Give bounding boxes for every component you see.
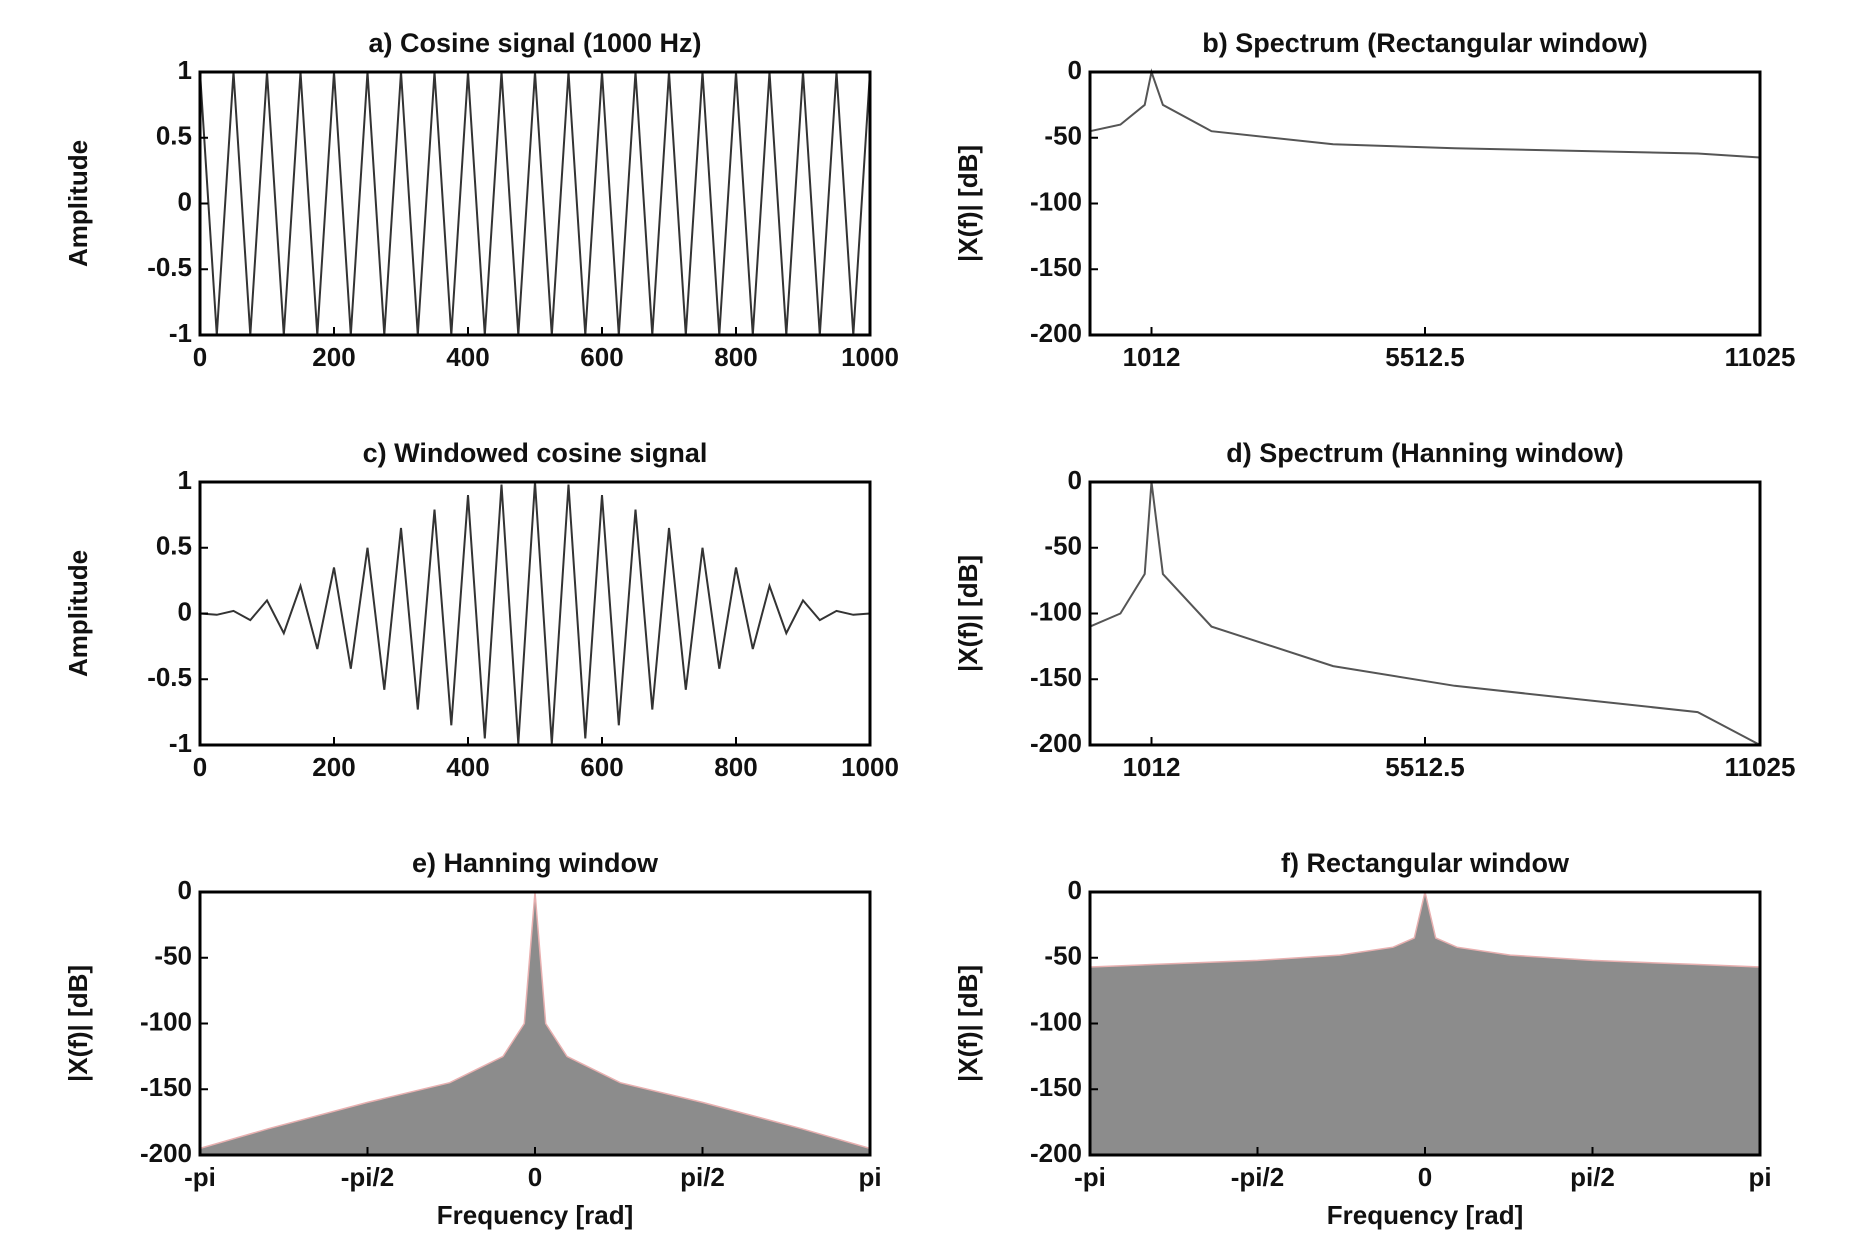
x-tick-label: 400 xyxy=(446,752,489,782)
x-tick-label: pi/2 xyxy=(680,1162,725,1192)
spectrum-area xyxy=(200,892,870,1155)
y-tick-label: 0 xyxy=(178,596,192,626)
x-tick-label: -pi xyxy=(184,1162,216,1192)
x-tick-label: pi/2 xyxy=(1570,1162,1615,1192)
y-tick-label: -50 xyxy=(154,941,192,971)
y-tick-label: -100 xyxy=(1030,596,1082,626)
panel-title: c) Windowed cosine signal xyxy=(363,438,708,468)
figure: a) Cosine signal (1000 Hz) Amplitude -1 -0.… xyxy=(0,0,1854,1235)
x-axis-label: Frequency [rad] xyxy=(1327,1200,1524,1230)
y-tick-label: -1 xyxy=(169,728,192,758)
x-tick-label: 600 xyxy=(580,752,623,782)
y-tick-label: -200 xyxy=(1030,728,1082,758)
y-axis-label: |X(f)| [dB] xyxy=(953,965,983,1082)
y-tick-label: -100 xyxy=(140,1006,192,1036)
x-tick-label: -pi/2 xyxy=(341,1162,394,1192)
y-tick-label: -1 xyxy=(169,318,192,348)
y-tick-label: -200 xyxy=(1030,318,1082,348)
plot-frame xyxy=(1090,482,1760,745)
x-tick-label: 0 xyxy=(1418,1162,1432,1192)
x-tick-label: 200 xyxy=(312,752,355,782)
x-tick-label: 800 xyxy=(714,752,757,782)
panel-title: a) Cosine signal (1000 Hz) xyxy=(368,28,701,58)
x-tick-label: 400 xyxy=(446,342,489,372)
y-tick-label: -150 xyxy=(140,1072,192,1102)
signal-line xyxy=(200,482,870,744)
y-axis-label: Amplitude xyxy=(63,550,93,677)
y-axis-label: Amplitude xyxy=(63,140,93,267)
panel-title: f) Rectangular window xyxy=(1281,848,1570,878)
y-tick-label: 1 xyxy=(178,55,192,85)
x-tick-label: -pi/2 xyxy=(1231,1162,1284,1192)
x-tick-label: 5512.5 xyxy=(1385,342,1465,372)
y-tick-label: -150 xyxy=(1030,252,1082,282)
x-tick-label: 0 xyxy=(193,342,207,372)
panel-title: d) Spectrum (Hanning window) xyxy=(1226,438,1623,468)
signal-line xyxy=(200,72,870,335)
y-tick-label: -0.5 xyxy=(147,252,192,282)
x-tick-label: 200 xyxy=(312,342,355,372)
x-tick-label: 1012 xyxy=(1123,752,1181,782)
y-tick-label: -150 xyxy=(1030,662,1082,692)
y-tick-label: -150 xyxy=(1030,1072,1082,1102)
y-tick-label: 0 xyxy=(1068,875,1082,905)
x-tick-label: 600 xyxy=(580,342,623,372)
plot-frame xyxy=(200,72,870,335)
signal-line xyxy=(1090,72,1760,158)
y-tick-label: -50 xyxy=(1044,531,1082,561)
panel-title: e) Hanning window xyxy=(412,848,659,878)
x-tick-label: 1000 xyxy=(841,752,899,782)
panel-title: b) Spectrum (Rectangular window) xyxy=(1202,28,1648,58)
y-tick-label: 0.5 xyxy=(156,531,192,561)
x-tick-label: pi xyxy=(858,1162,881,1192)
x-tick-label: 11025 xyxy=(1725,342,1796,372)
x-axis-label: Frequency [rad] xyxy=(437,1200,634,1230)
y-tick-label: 0 xyxy=(178,186,192,216)
page: {"chart_data": [ {"type": "line", "title… xyxy=(0,0,1854,1240)
y-axis-label: |X(f)| [dB] xyxy=(953,145,983,262)
y-tick-label: 0 xyxy=(1068,465,1082,495)
y-tick-label: -100 xyxy=(1030,186,1082,216)
y-tick-label: 0 xyxy=(178,875,192,905)
x-tick-label: 0 xyxy=(528,1162,542,1192)
y-tick-label: 0 xyxy=(1068,55,1082,85)
y-tick-label: -50 xyxy=(1044,121,1082,151)
spectrum-area xyxy=(1090,892,1760,1155)
x-tick-label: 5512.5 xyxy=(1385,752,1465,782)
plot-frame xyxy=(1090,72,1760,335)
x-tick-label: 11025 xyxy=(1725,752,1796,782)
x-tick-label: 800 xyxy=(714,342,757,372)
x-tick-label: 1000 xyxy=(841,342,899,372)
x-tick-label: -pi xyxy=(1074,1162,1106,1192)
y-tick-label: 1 xyxy=(178,465,192,495)
y-axis-label: |X(f)| [dB] xyxy=(63,965,93,1082)
y-tick-label: -50 xyxy=(1044,941,1082,971)
y-tick-label: -0.5 xyxy=(147,662,192,692)
y-axis-label: |X(f)| [dB] xyxy=(953,555,983,672)
x-tick-label: pi xyxy=(1748,1162,1771,1192)
y-tick-label: -100 xyxy=(1030,1006,1082,1036)
signal-line xyxy=(1090,482,1760,745)
y-tick-label: 0.5 xyxy=(156,121,192,151)
x-tick-label: 1012 xyxy=(1123,342,1181,372)
x-tick-label: 0 xyxy=(193,752,207,782)
plot-frame xyxy=(200,482,870,745)
